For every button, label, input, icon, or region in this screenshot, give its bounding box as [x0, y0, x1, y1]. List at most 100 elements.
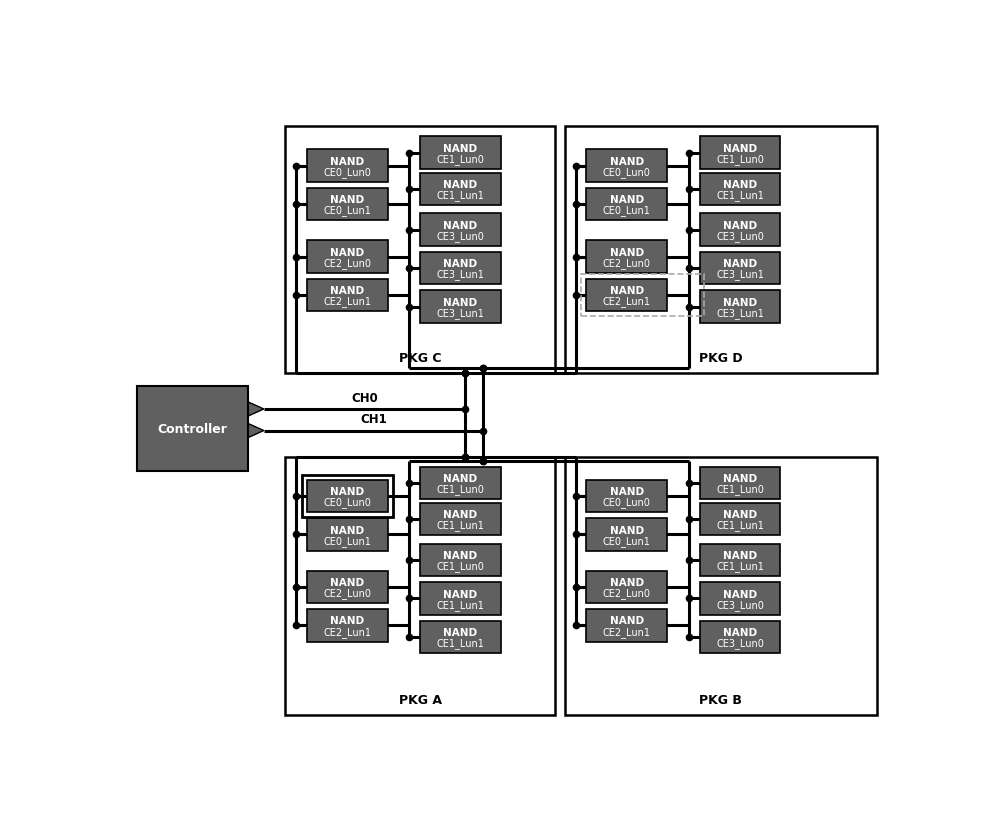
- Bar: [420, 503, 501, 536]
- Text: NAND: NAND: [443, 221, 478, 231]
- Text: NAND: NAND: [723, 221, 757, 231]
- Text: CE3_Lun0: CE3_Lun0: [716, 599, 764, 610]
- Text: NAND: NAND: [610, 578, 644, 588]
- Text: NAND: NAND: [443, 180, 478, 190]
- Text: CE0_Lun0: CE0_Lun0: [603, 497, 651, 507]
- Bar: [307, 609, 388, 642]
- Bar: [420, 137, 501, 170]
- Text: CE1_Lun0: CE1_Lun0: [437, 484, 484, 495]
- Bar: [420, 252, 501, 285]
- Text: CE1_Lun1: CE1_Lun1: [716, 561, 764, 572]
- Bar: [586, 150, 667, 182]
- Text: NAND: NAND: [443, 510, 478, 520]
- Bar: [700, 621, 780, 653]
- Bar: [700, 544, 780, 576]
- Text: NAND: NAND: [330, 578, 364, 588]
- Bar: [700, 173, 780, 206]
- Text: CE1_Lun0: CE1_Lun0: [716, 154, 764, 165]
- Text: NAND: NAND: [610, 525, 644, 535]
- Text: Controller: Controller: [158, 422, 228, 436]
- Text: NAND: NAND: [330, 525, 364, 535]
- Text: CE2_Lun1: CE2_Lun1: [603, 626, 651, 637]
- Text: CE3_Lun1: CE3_Lun1: [716, 269, 764, 280]
- Text: CE3_Lun0: CE3_Lun0: [437, 231, 484, 242]
- Bar: [307, 571, 388, 604]
- Text: CE2_Lun1: CE2_Lun1: [323, 296, 371, 307]
- Text: CE1_Lun1: CE1_Lun1: [437, 638, 484, 649]
- Text: PKG B: PKG B: [699, 693, 742, 706]
- Bar: [302, 476, 393, 517]
- Bar: [307, 279, 388, 312]
- Text: NAND: NAND: [443, 589, 478, 599]
- Bar: [586, 480, 667, 512]
- Text: NAND: NAND: [723, 589, 757, 599]
- Text: CE1_Lun1: CE1_Lun1: [437, 599, 484, 610]
- Text: NAND: NAND: [610, 156, 644, 166]
- Text: NAND: NAND: [723, 180, 757, 190]
- Bar: [285, 457, 555, 715]
- Text: NAND: NAND: [723, 259, 757, 269]
- Text: CE2_Lun0: CE2_Lun0: [603, 588, 651, 599]
- Text: CE0_Lun1: CE0_Lun1: [603, 535, 651, 546]
- Bar: [700, 291, 780, 324]
- Bar: [420, 621, 501, 653]
- Text: NAND: NAND: [443, 550, 478, 560]
- Text: CE3_Lun0: CE3_Lun0: [716, 231, 764, 242]
- Text: CE3_Lun1: CE3_Lun1: [716, 308, 764, 319]
- Text: CE0_Lun0: CE0_Lun0: [323, 497, 371, 507]
- Text: NAND: NAND: [330, 616, 364, 626]
- Bar: [586, 189, 667, 221]
- Text: CE0_Lun0: CE0_Lun0: [323, 167, 371, 178]
- Text: NAND: NAND: [330, 247, 364, 257]
- Text: NAND: NAND: [610, 195, 644, 205]
- Bar: [420, 467, 501, 499]
- Text: NAND: NAND: [723, 144, 757, 154]
- Text: PKG D: PKG D: [699, 351, 743, 364]
- Text: NAND: NAND: [330, 487, 364, 497]
- Bar: [420, 291, 501, 324]
- Bar: [307, 189, 388, 221]
- Bar: [700, 467, 780, 499]
- Bar: [565, 457, 877, 715]
- Bar: [420, 583, 501, 614]
- Text: NAND: NAND: [443, 473, 478, 483]
- Polygon shape: [248, 424, 264, 438]
- Text: CE2_Lun0: CE2_Lun0: [603, 257, 651, 268]
- Text: NAND: NAND: [610, 286, 644, 296]
- Bar: [581, 275, 704, 317]
- Bar: [700, 583, 780, 614]
- Text: NAND: NAND: [723, 510, 757, 520]
- Text: CE1_Lun1: CE1_Lun1: [716, 520, 764, 531]
- Text: NAND: NAND: [610, 487, 644, 497]
- Text: CH0: CH0: [351, 391, 378, 404]
- Bar: [307, 150, 388, 182]
- Text: CE1_Lun1: CE1_Lun1: [437, 520, 484, 531]
- Text: NAND: NAND: [443, 627, 478, 637]
- Bar: [586, 571, 667, 604]
- Text: NAND: NAND: [443, 144, 478, 154]
- Text: NAND: NAND: [330, 156, 364, 166]
- Bar: [586, 241, 667, 273]
- Bar: [586, 518, 667, 551]
- Text: CE1_Lun1: CE1_Lun1: [437, 190, 484, 201]
- Bar: [137, 386, 248, 471]
- Text: CE2_Lun1: CE2_Lun1: [323, 626, 371, 637]
- Bar: [420, 173, 501, 206]
- Text: CE3_Lun1: CE3_Lun1: [437, 269, 484, 280]
- Bar: [700, 252, 780, 285]
- Bar: [420, 544, 501, 576]
- Text: NAND: NAND: [610, 247, 644, 257]
- Text: CE0_Lun0: CE0_Lun0: [603, 167, 651, 178]
- Text: NAND: NAND: [610, 616, 644, 626]
- Text: NAND: NAND: [443, 259, 478, 269]
- Bar: [285, 127, 555, 374]
- Text: NAND: NAND: [443, 298, 478, 308]
- Text: NAND: NAND: [330, 286, 364, 296]
- Text: CE1_Lun1: CE1_Lun1: [716, 190, 764, 201]
- Text: CE1_Lun0: CE1_Lun0: [716, 484, 764, 495]
- Text: NAND: NAND: [723, 550, 757, 560]
- Text: CE3_Lun0: CE3_Lun0: [716, 638, 764, 649]
- Text: CE0_Lun1: CE0_Lun1: [603, 206, 651, 217]
- Bar: [586, 609, 667, 642]
- Text: NAND: NAND: [723, 298, 757, 308]
